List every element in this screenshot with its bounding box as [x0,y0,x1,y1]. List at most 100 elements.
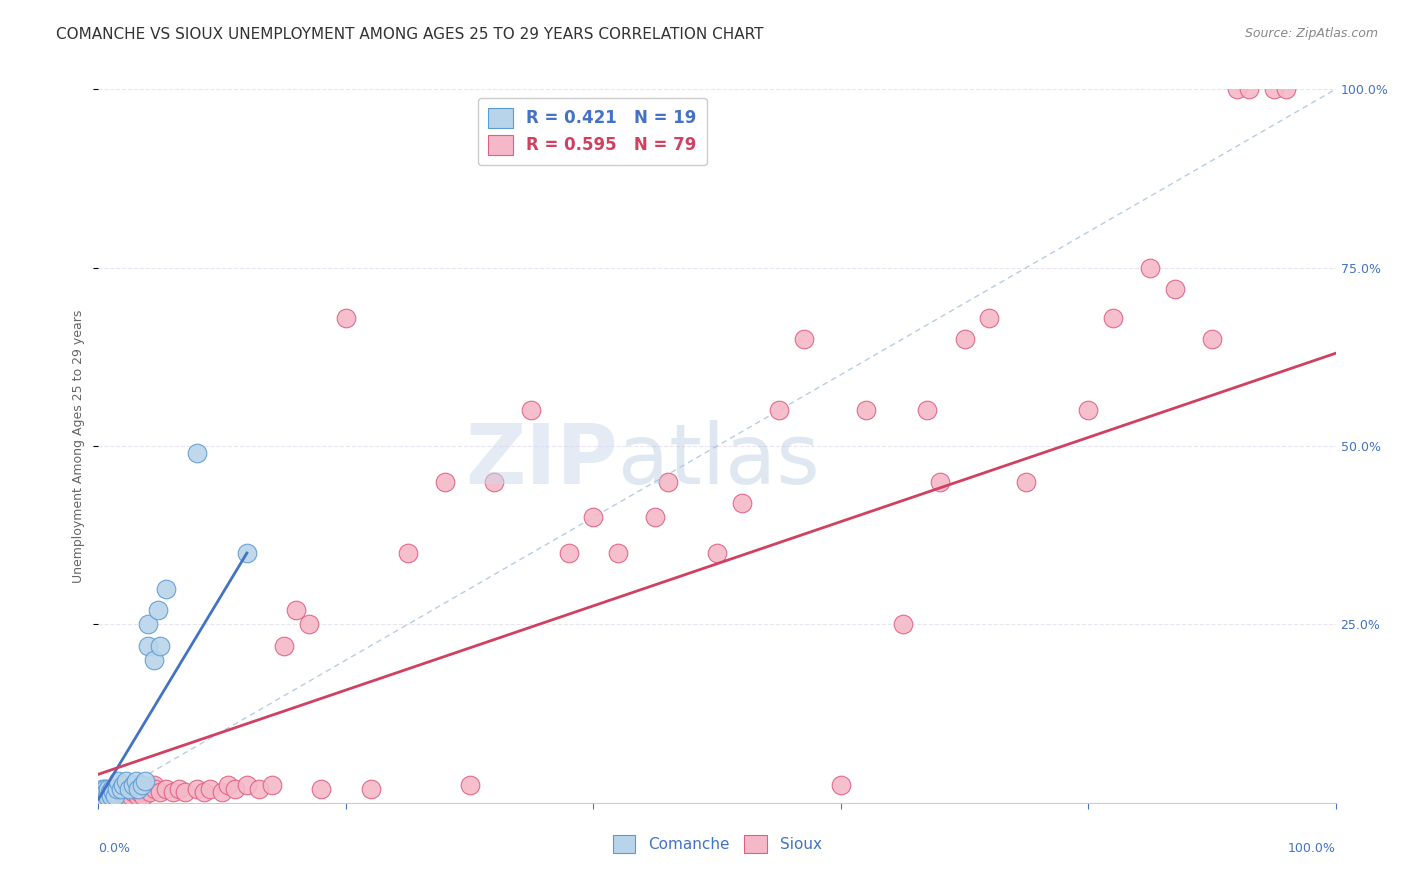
Point [953,332,976,346]
Point [979,310,1001,325]
Point [830,778,852,792]
Point [112,781,135,796]
Point [433,475,456,489]
Point [94,789,117,803]
Point [260,778,283,792]
Point [1226,82,1249,96]
Point [127,781,149,796]
Point [855,403,877,417]
Point [112,778,135,792]
Text: ZIP: ZIP [465,420,619,500]
Point [93,781,115,796]
Point [396,546,419,560]
Point [582,510,605,524]
Point [108,785,131,799]
Point [131,778,153,792]
Point [90,792,112,806]
Point [136,781,159,796]
Point [162,785,184,799]
Point [273,639,295,653]
Point [309,781,332,796]
Point [107,774,129,789]
Point [114,774,136,789]
Point [115,789,138,803]
Point [167,781,190,796]
Point [90,789,112,803]
Point [89,789,111,803]
Point [96,789,118,803]
Point [211,785,233,799]
Point [127,789,149,803]
Point [111,789,134,803]
Point [134,774,156,789]
Point [149,639,172,653]
Point [91,785,114,799]
Point [236,546,259,560]
Point [1237,82,1260,96]
Point [105,789,128,803]
Point [484,475,506,489]
Point [731,496,754,510]
Point [120,789,142,803]
Point [217,778,239,792]
Point [657,475,679,489]
Point [917,403,939,417]
Point [122,778,145,792]
Point [124,774,146,789]
Point [458,778,481,792]
Point [103,785,125,799]
Point [124,781,146,796]
Point [236,778,259,792]
Point [1275,82,1298,96]
Point [198,781,221,796]
Point [1077,403,1099,417]
Point [93,789,115,803]
Point [107,781,129,796]
Point [193,785,215,799]
Point [607,546,630,560]
Point [136,639,159,653]
Point [118,781,141,796]
Text: 0.0%: 0.0% [98,842,131,855]
Point [285,603,308,617]
Point [94,785,117,799]
Point [96,785,118,799]
Point [1139,260,1161,275]
Point [110,781,132,796]
Y-axis label: Unemployment Among Ages 25 to 29 years: Unemployment Among Ages 25 to 29 years [72,310,86,582]
Point [98,785,121,799]
Point [247,781,270,796]
Text: atlas: atlas [619,420,820,500]
Point [793,332,815,346]
Point [186,781,208,796]
Point [1164,282,1187,296]
Point [155,781,177,796]
Point [103,781,125,796]
Point [103,789,125,803]
Point [155,582,177,596]
Point [103,785,125,799]
Point [105,781,128,796]
Point [110,781,132,796]
Point [131,781,153,796]
Point [93,789,115,803]
Point [174,785,197,799]
Point [186,446,208,460]
Point [891,617,914,632]
Point [1015,475,1038,489]
Point [136,617,159,632]
Point [768,403,790,417]
Point [557,546,579,560]
Point [928,475,950,489]
Point [139,785,162,799]
Legend: Comanche, Sioux: Comanche, Sioux [606,829,828,859]
Point [101,781,124,796]
Point [335,310,357,325]
Point [100,789,122,803]
Point [706,546,728,560]
Point [520,403,543,417]
Point [100,789,122,803]
Point [143,778,166,792]
Point [132,789,155,803]
Point [360,781,382,796]
